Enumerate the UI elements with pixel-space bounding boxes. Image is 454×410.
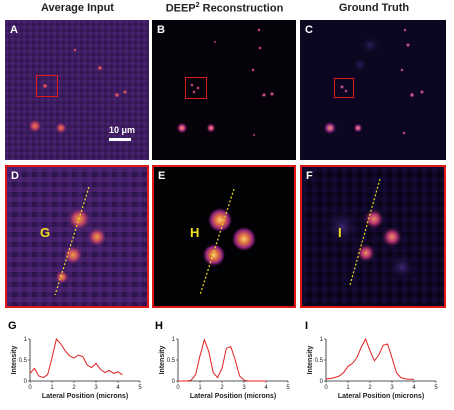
- panel-c-image: [323, 28, 425, 135]
- plot-g-x-title: Lateral Position (microns): [42, 393, 128, 400]
- plot-i-y-tick-label: 0.5: [315, 358, 324, 364]
- plot-h-series-line: [178, 338, 266, 382]
- plot-i-series-line: [325, 337, 414, 380]
- zoom-label-i: I: [338, 225, 342, 240]
- plot-h-y-tick-label: 1: [172, 337, 176, 343]
- plot-g-series-line: [29, 337, 123, 379]
- plot-g-x-tick-label: 4: [116, 385, 120, 391]
- panel-c-ground-truth: [300, 20, 446, 160]
- plot-i-x-tick-label: 4: [412, 385, 416, 391]
- plot-h-x-tick-label: 3: [242, 385, 246, 391]
- panel-label-f: F: [306, 170, 313, 182]
- plot-i-y-tick-label: 1: [320, 337, 324, 343]
- plot-i-y-tick-label: 0: [320, 379, 324, 385]
- plot-g-x-tick-label: 0: [28, 385, 32, 391]
- panel-label-c: C: [305, 24, 313, 36]
- plot-i-intensity-profile: 0 1 2 3 4 5 0 0.5 1 Intensity Lateral Position (mi…: [307, 337, 438, 400]
- panel-label-b: B: [157, 24, 165, 36]
- plot-h-x-tick-label: 2: [220, 385, 224, 391]
- header-ground-truth: Ground Truth: [338, 2, 410, 14]
- panel-label-a: A: [10, 24, 18, 36]
- plot-g-y-tick-label: 1: [24, 337, 28, 343]
- plot-i-x-tick-label: 3: [390, 385, 394, 391]
- plot-g-y-tick-label: 0: [24, 379, 28, 385]
- plot-i-x-tick-label: 1: [346, 385, 350, 391]
- header-reconstruction-text: Reconstruction: [199, 2, 284, 15]
- plot-i-x-tick-label: 0: [324, 385, 328, 391]
- header-deep2-reconstruction: DEEP2 Reconstruction: [152, 2, 297, 15]
- panel-c-roi-box: [334, 78, 354, 98]
- plot-g-x-tick-label: 1: [50, 385, 54, 391]
- zoom-label-g: G: [40, 225, 51, 240]
- scale-bar-label: 10 μm: [109, 125, 136, 135]
- plot-h-x-tick-label: 0: [176, 385, 180, 391]
- header-deep-superscript: 2: [195, 2, 200, 9]
- plot-h-x-tick-label: 4: [264, 385, 268, 391]
- panel-b-image: [176, 28, 275, 137]
- plot-g-y-tick-label: 0.5: [19, 358, 28, 364]
- plot-g-x-tick-label: 5: [138, 385, 142, 391]
- panel-e-image: [199, 188, 257, 296]
- header-average-input: Average Input: [41, 2, 114, 14]
- plot-i-x-title: Lateral Position (microns): [338, 393, 424, 400]
- panel-label-e: E: [158, 170, 166, 182]
- plot-h-y-tick-label: 0.5: [167, 358, 176, 364]
- plot-h-y-tick-label: 0: [172, 379, 176, 385]
- panel-a-roi-box: [36, 75, 58, 97]
- zoom-label-h: H: [190, 225, 200, 240]
- panel-d-zoom-input: [5, 165, 149, 308]
- plot-g-intensity-profile: 0 1 2 3 4 5 0 0.5 1 Intensity Lateral Position (mi…: [11, 337, 142, 400]
- plot-h-x-tick-label: 1: [198, 385, 202, 391]
- panel-f-zoom-ground-truth: [300, 165, 446, 308]
- plot-i-x-tick-label: 2: [368, 385, 372, 391]
- plot-i-y-title: Intensity: [307, 346, 314, 375]
- header-deep-text: DEEP: [165, 2, 196, 15]
- panel-d-line-profile: [54, 186, 90, 296]
- plot-i-x-tick-label: 5: [434, 385, 438, 391]
- panel-label-h: H: [155, 320, 163, 332]
- scale-bar: [109, 138, 131, 141]
- plot-g-x-tick-label: 2: [72, 385, 76, 391]
- plot-g-y-title: Intensity: [11, 346, 18, 375]
- panel-f-image: [302, 167, 444, 306]
- panel-label-i: I: [305, 320, 309, 332]
- panel-b-roi-box: [185, 77, 207, 99]
- panel-a-average-input: 10 μm: [5, 20, 149, 160]
- panel-label-g: G: [8, 320, 17, 332]
- panel-b-deep2-reconstruction: [152, 20, 296, 160]
- plot-h-x-title: Lateral Position (microns): [190, 393, 276, 400]
- plot-h-x-tick-label: 5: [286, 385, 290, 391]
- plot-h-y-title: Intensity: [159, 346, 166, 375]
- panel-e-zoom-reconstruction: [152, 165, 296, 308]
- panel-e-line-profile: [199, 188, 235, 296]
- panel-label-d: D: [11, 170, 19, 182]
- plot-h-intensity-profile: 0 1 2 3 4 5 0 0.5 1 Intensity Lateral Position (mi…: [159, 337, 290, 400]
- panel-d-image: [7, 167, 147, 306]
- panel-a-image: [5, 20, 149, 160]
- plot-g-x-tick-label: 3: [94, 385, 98, 391]
